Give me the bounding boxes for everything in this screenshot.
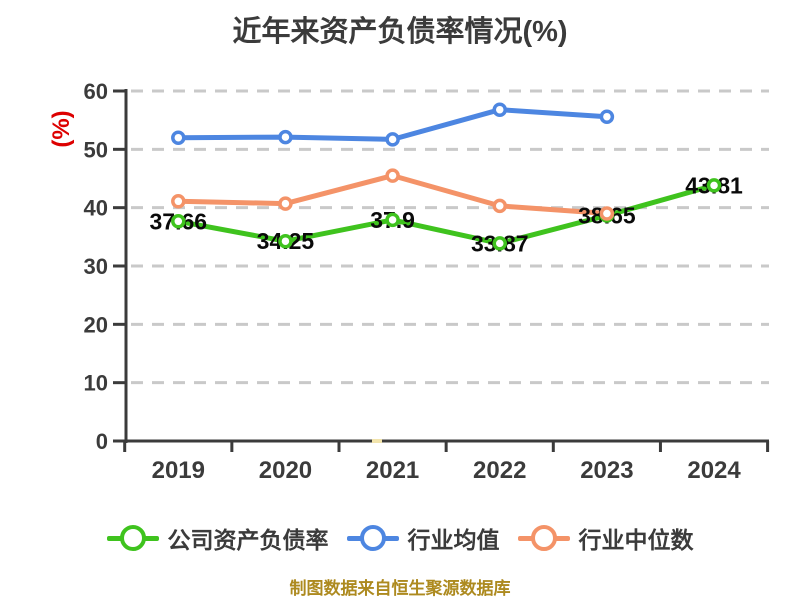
legend-circle-industry-median	[530, 525, 557, 551]
legend: 公司资产负债率 行业均值 行业中位数	[0, 521, 800, 555]
industry-avg-marker	[492, 102, 507, 117]
company-marker	[278, 233, 293, 249]
industry-median-marker	[278, 196, 293, 211]
y-tick-label: 10	[84, 371, 108, 396]
industry-avg-marker	[385, 132, 400, 147]
legend-marker-company-icon	[106, 523, 159, 553]
x-tick-label: 2022	[473, 457, 526, 484]
legend-circle-industry-avg	[359, 525, 386, 551]
y-tick-label: 50	[84, 137, 108, 162]
industry-avg-marker	[171, 130, 186, 145]
legend-item-industry-avg: 行业均值	[346, 521, 500, 555]
x-tick-label: 2023	[580, 457, 633, 484]
axis-yellow-dash	[372, 439, 382, 443]
x-tick-label: 2024	[687, 457, 741, 484]
y-tick-label: 60	[84, 79, 108, 104]
company-marker	[492, 236, 507, 251]
industry-median-marker	[492, 198, 507, 214]
legend-label-industry-avg: 行业均值	[407, 527, 500, 553]
y-tick-label: 20	[84, 312, 108, 337]
x-tick-label: 2019	[152, 457, 205, 484]
data-source-caption: 制图数据来自恒生聚源数据库	[289, 579, 511, 598]
y-tick-label: 40	[84, 196, 108, 221]
legend-label-company: 公司资产负债率	[167, 527, 329, 553]
industry-avg-marker	[599, 109, 615, 124]
company-marker	[706, 178, 722, 193]
chart-title: 近年来资产负债率情况(%)	[232, 16, 568, 48]
legend-item-industry-median: 行业中位数	[517, 521, 694, 555]
y-tick-label: 0	[96, 429, 108, 454]
company-marker	[385, 212, 400, 228]
legend-marker-industry-median-icon	[517, 523, 570, 553]
legend-circle-company	[119, 525, 146, 551]
legend-marker-industry-avg-icon	[346, 523, 399, 553]
industry-median-marker	[171, 194, 186, 209]
legend-label-industry-median: 行业中位数	[578, 527, 694, 553]
company-line	[175, 182, 717, 246]
legend-item-company: 公司资产负债率	[106, 521, 329, 555]
industry-avg-marker	[278, 129, 293, 145]
y-tick-label: 30	[84, 254, 108, 279]
x-tick-label: 2020	[259, 457, 312, 484]
industry-median-marker	[385, 168, 400, 183]
company-marker	[171, 214, 186, 229]
x-tick-label: 2021	[366, 457, 419, 484]
industry-median-marker	[599, 206, 615, 221]
